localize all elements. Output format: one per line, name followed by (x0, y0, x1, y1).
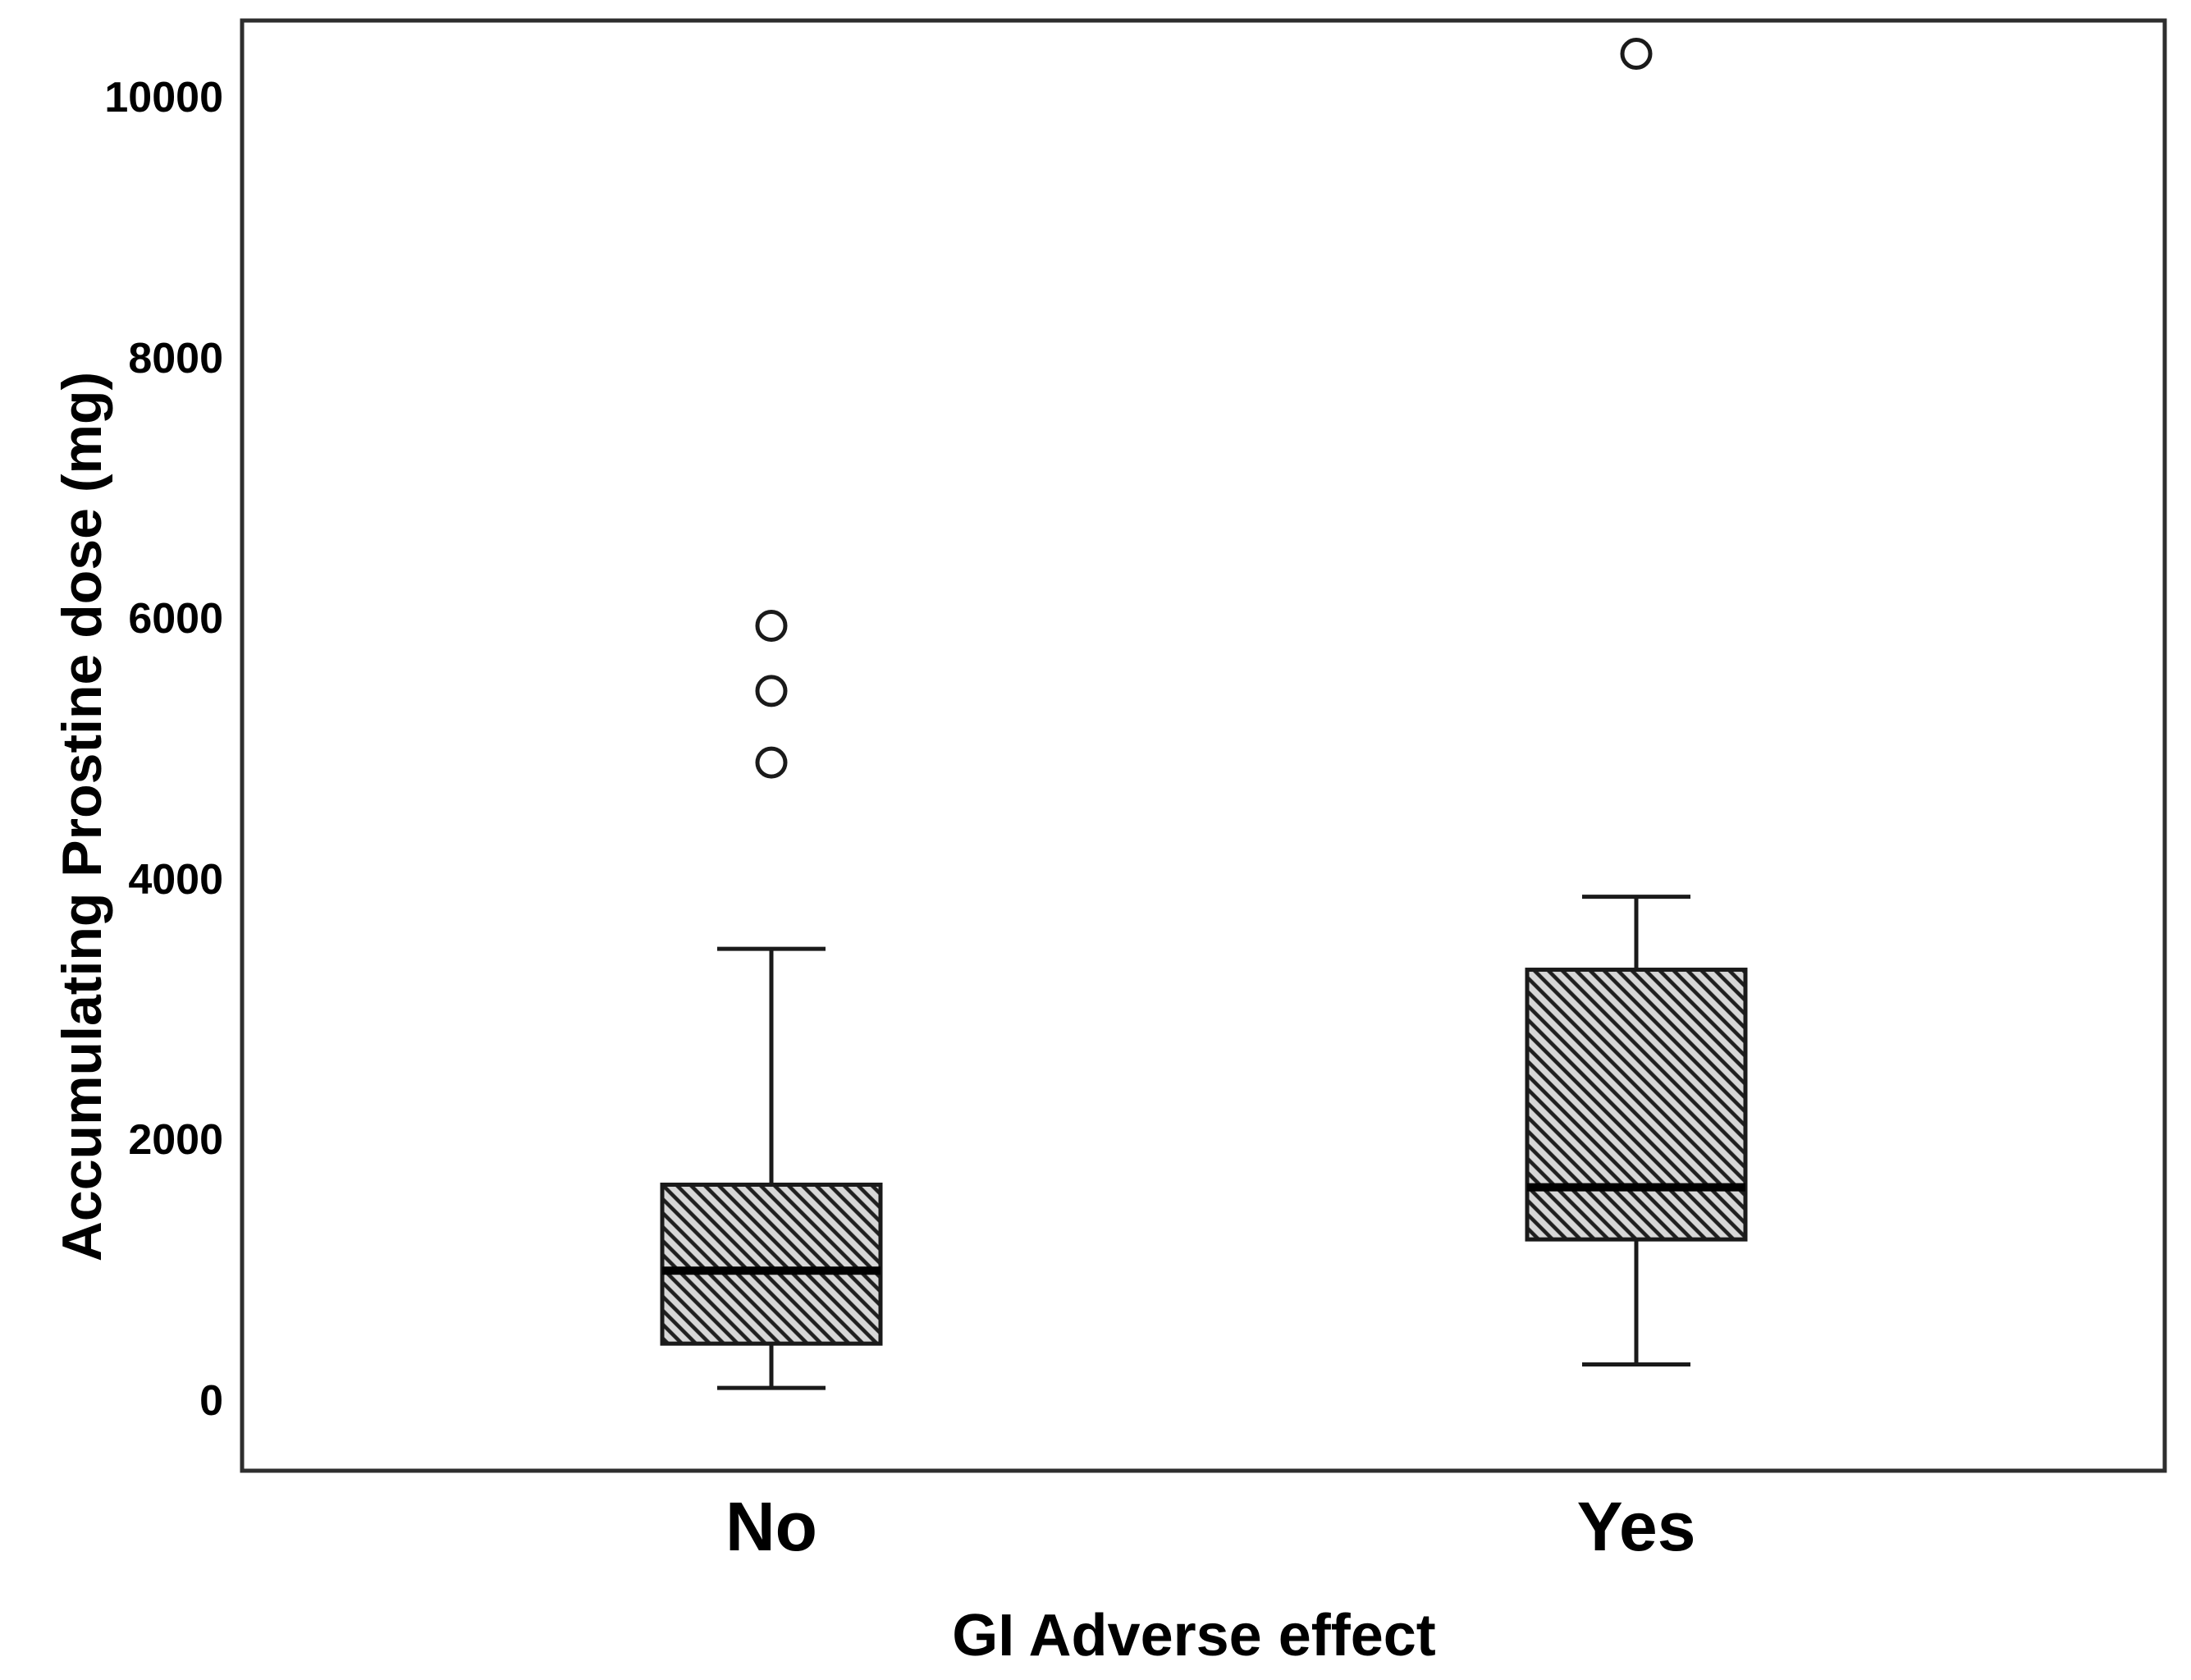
y-tick-label: 2000 (128, 1116, 223, 1164)
y-axis-title: Accumulating Prostine dose (mg) (51, 371, 113, 1262)
plot-frame (240, 18, 2167, 1473)
outlier-point (755, 675, 788, 707)
outlier-point (755, 746, 788, 779)
x-category-label-yes: Yes (1576, 1488, 1696, 1565)
y-tick-label: 6000 (128, 595, 223, 643)
x-category-label-no: No (725, 1488, 817, 1565)
iqr-box (660, 1182, 883, 1346)
y-tick-label: 10000 (104, 74, 223, 121)
iqr-box (1525, 968, 1748, 1242)
outlier-point (1620, 38, 1653, 71)
y-tick-label: 0 (199, 1377, 223, 1425)
y-tick-label: 8000 (128, 335, 223, 382)
x-axis-title: GI Adverse effect (952, 1603, 1436, 1669)
y-tick-label: 4000 (128, 856, 223, 904)
outlier-point (755, 609, 788, 642)
